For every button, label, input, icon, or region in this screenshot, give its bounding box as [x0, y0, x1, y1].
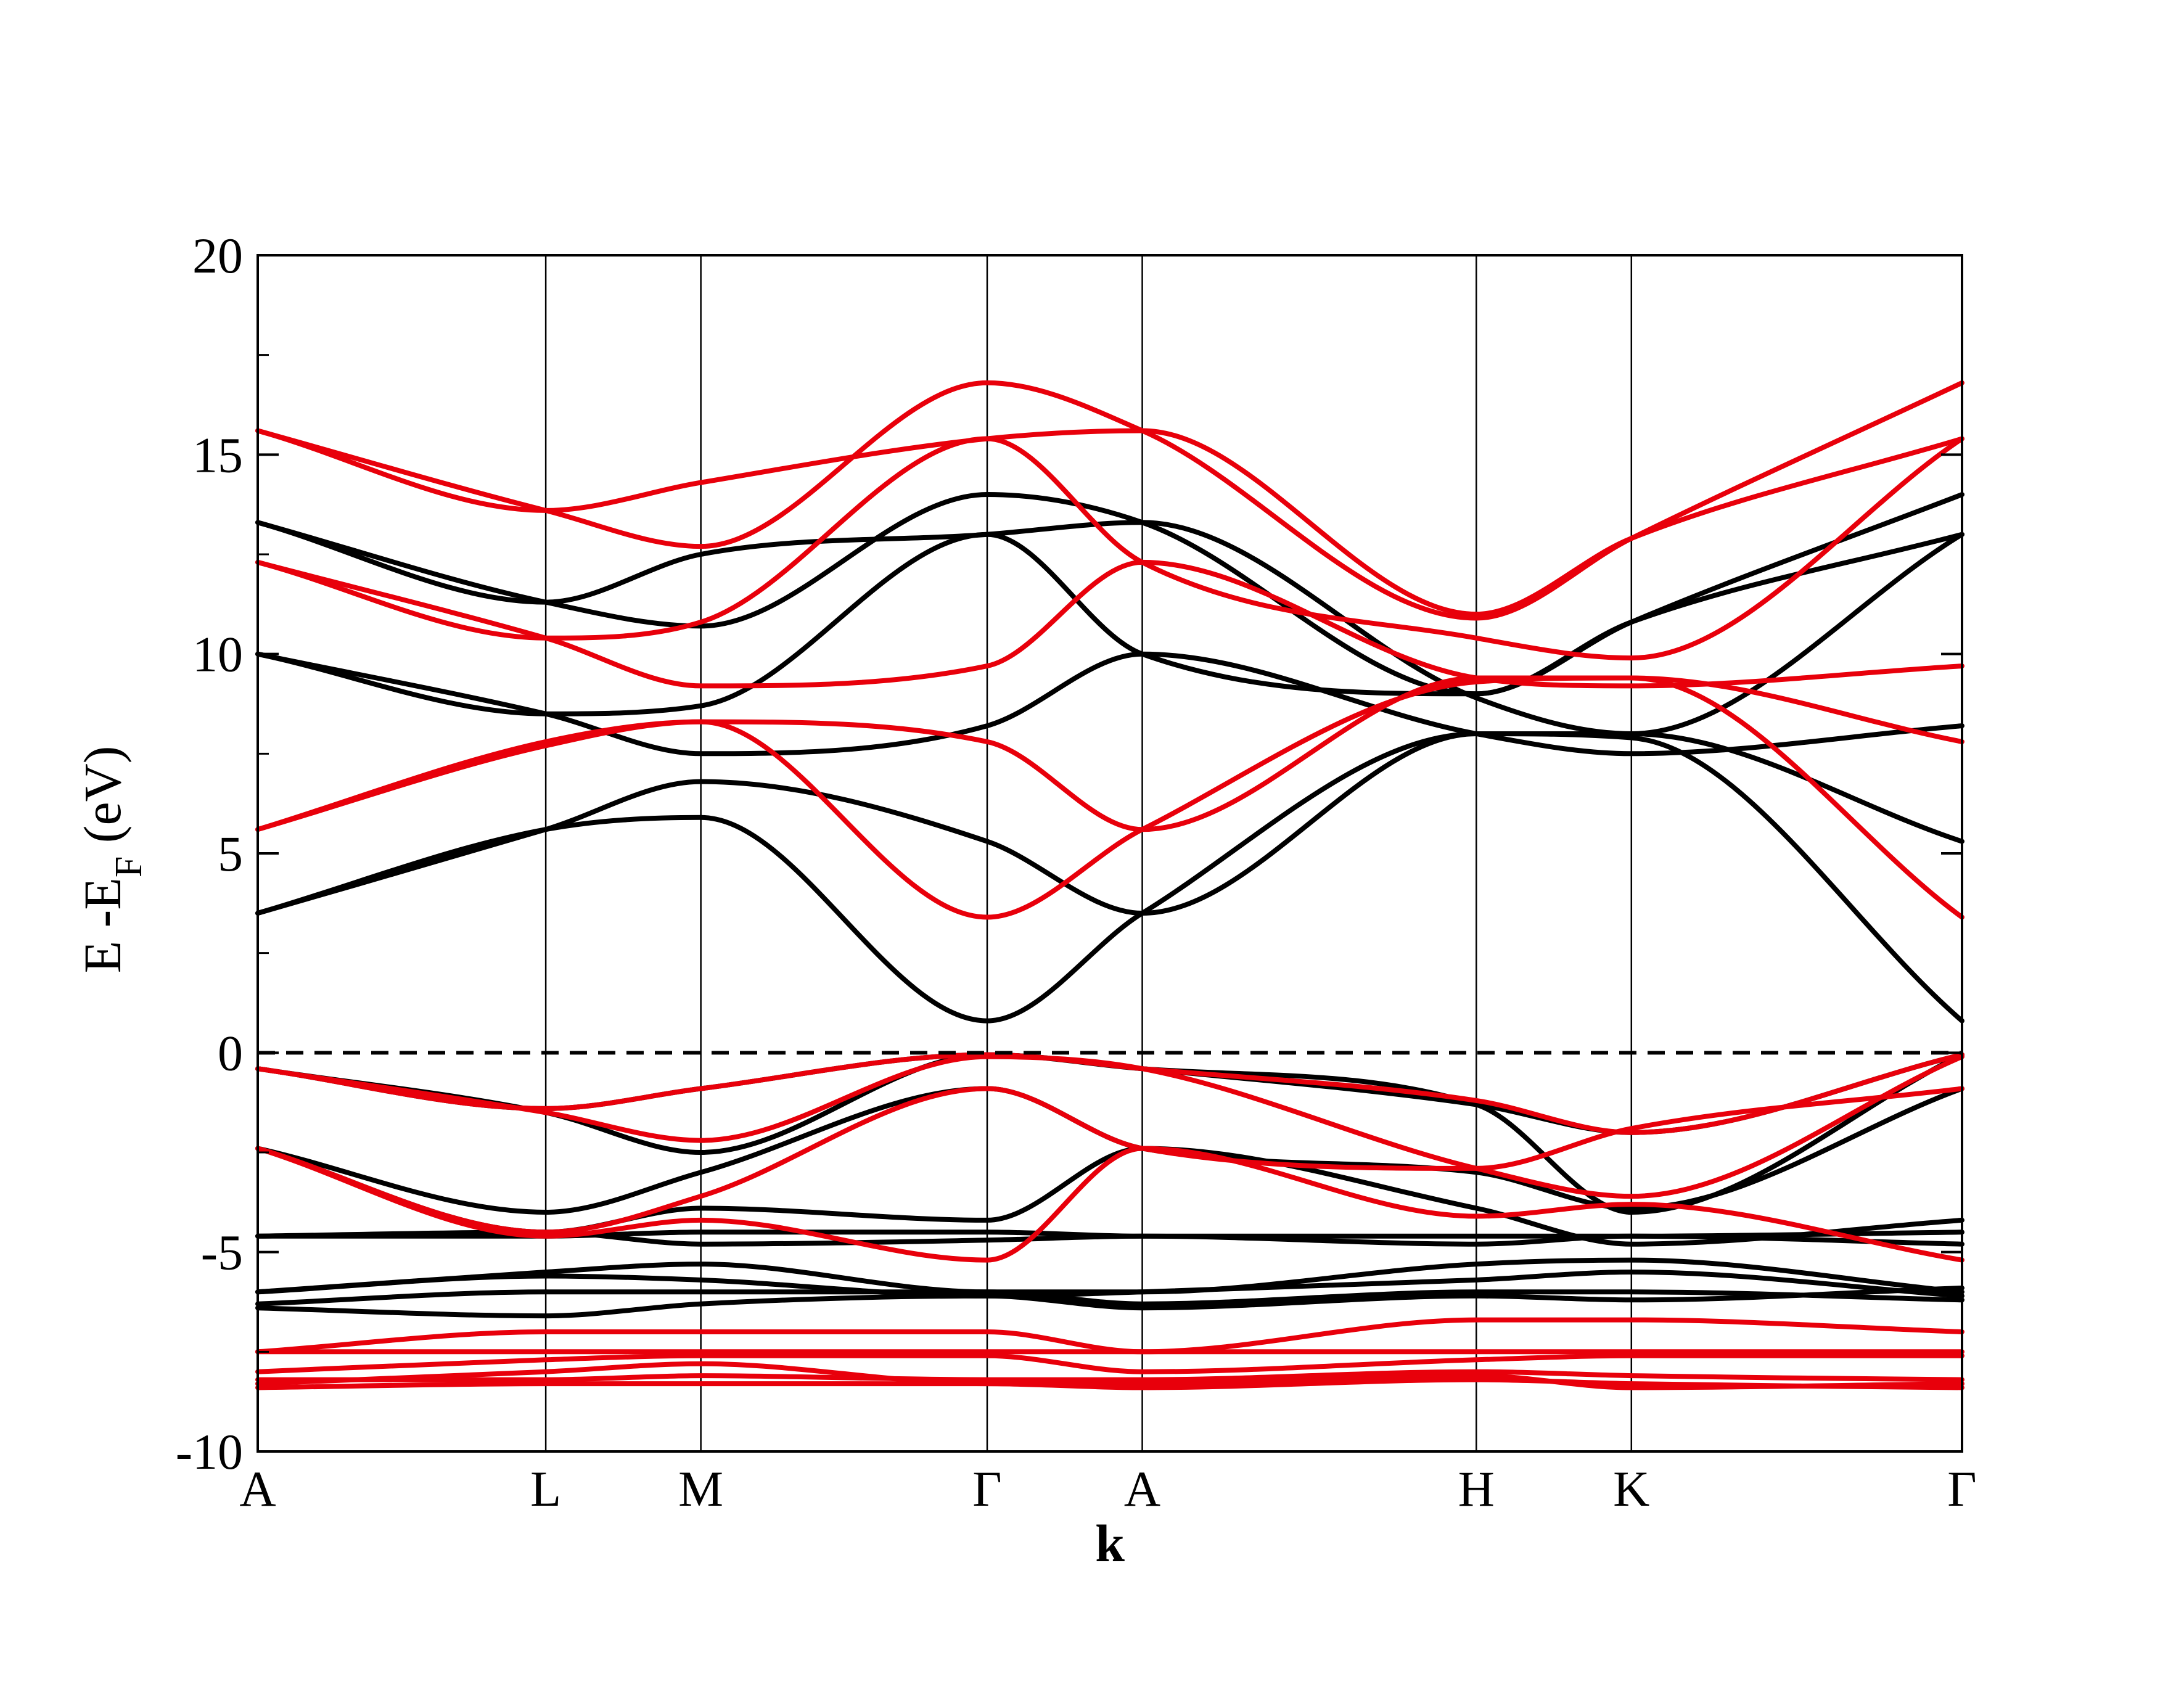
y-tick-label: 20: [192, 228, 243, 284]
band-line: [255, 532, 1964, 716]
x-axis-title: k: [1095, 1514, 1125, 1573]
y-tick-label: 5: [218, 826, 243, 882]
band-line: [255, 1317, 1964, 1355]
band-line: [255, 436, 1964, 661]
band-line: [255, 559, 1964, 689]
x-tick-label: Γ: [1947, 1461, 1976, 1517]
band-line: [255, 675, 1964, 832]
y-tick-label: 0: [218, 1025, 243, 1081]
band-line: [255, 1361, 1964, 1390]
band-line: [255, 731, 1964, 916]
band-line: [255, 1369, 1964, 1382]
band-line: [255, 651, 1964, 757]
band-line: [255, 1289, 1964, 1307]
x-tick-label: A: [1124, 1461, 1160, 1517]
y-tick-label: -10: [176, 1424, 243, 1480]
band-series: [255, 380, 1964, 1390]
band-line: [255, 1052, 1964, 1215]
y-tick-label: -5: [201, 1225, 243, 1281]
x-tick-label: M: [678, 1461, 723, 1517]
x-tick-label: K: [1613, 1461, 1649, 1517]
band-line: [255, 1285, 1964, 1319]
y-tick-label: 10: [192, 626, 243, 683]
x-tick-label: H: [1458, 1461, 1495, 1517]
y-axis-ticks: -10 -5 0 5 10 15 20: [176, 228, 1962, 1480]
band-line: [255, 731, 1964, 1024]
x-tick-label: L: [530, 1461, 561, 1517]
kpoint-gridlines: [544, 255, 1633, 1451]
band-line: [255, 1086, 1964, 1235]
x-tick-label: Γ: [972, 1461, 1001, 1517]
band-line: [255, 1054, 1964, 1199]
y-axis-title-main: E -E: [73, 877, 132, 973]
y-axis-title: E -EF (eV): [73, 746, 150, 974]
y-tick-label: 15: [192, 427, 243, 483]
band-line: [255, 1353, 1964, 1374]
band-line: [255, 1377, 1964, 1390]
y-axis-title-subscript: F: [108, 856, 150, 877]
band-line: [255, 380, 1964, 621]
band-line: [255, 1270, 1964, 1299]
x-tick-label: A: [239, 1461, 276, 1517]
band-line: [255, 1052, 1964, 1135]
band-line: [255, 1146, 1964, 1263]
y-axis-title-unit: (eV): [73, 746, 132, 856]
band-line: [255, 492, 1964, 697]
